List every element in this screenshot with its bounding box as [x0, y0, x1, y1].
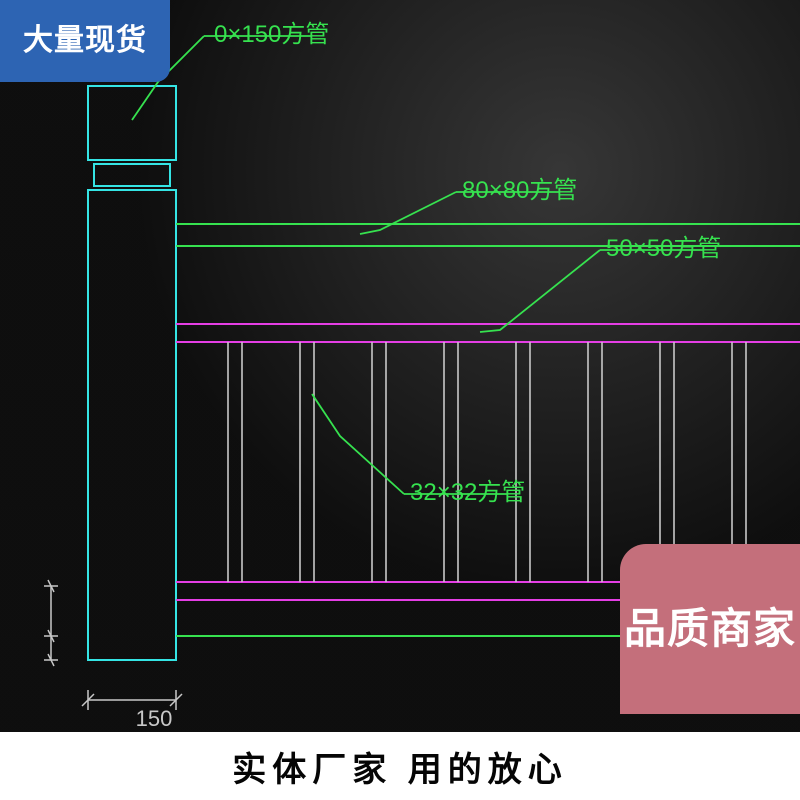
footer-text: 实体厂家 用的放心 — [232, 742, 567, 791]
badge-quality: 品质商家 — [620, 544, 800, 714]
badge-stock-text: 大量现货 — [23, 24, 147, 59]
svg-text:0×150方管: 0×150方管 — [214, 21, 329, 48]
footer-bar: 实体厂家 用的放心 — [0, 732, 800, 800]
svg-text:32×32方管: 32×32方管 — [410, 479, 525, 506]
svg-text:150: 150 — [136, 706, 173, 731]
badge-stock: 大量现货 — [0, 0, 170, 82]
svg-text:50×50方管: 50×50方管 — [606, 235, 721, 262]
badge-quality-text: 品质商家 — [624, 605, 796, 653]
svg-text:80×80方管: 80×80方管 — [462, 177, 577, 204]
